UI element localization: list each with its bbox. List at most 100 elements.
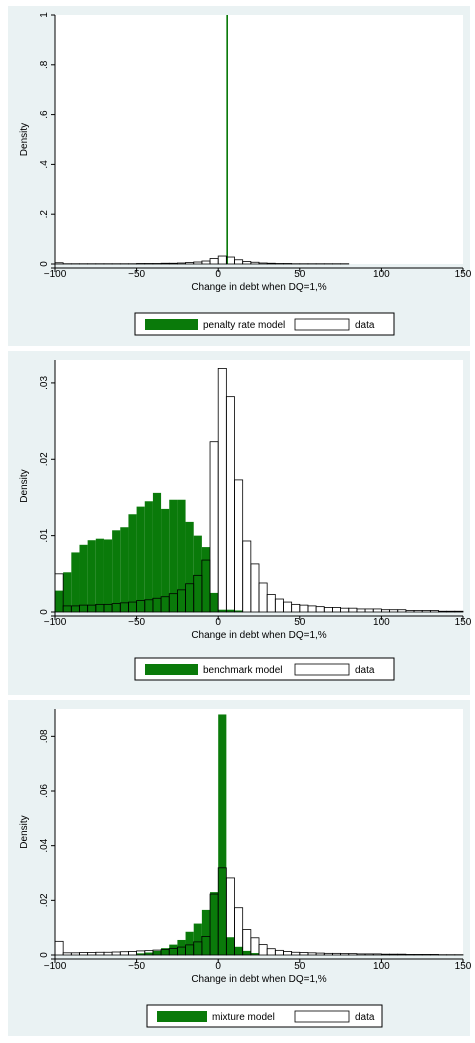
model-bar — [136, 506, 145, 612]
chart-panel-penalty: 0 .2 .4 .6 .8 1 −100 −50 0 50 100 150 Change in debt… — [8, 6, 472, 346]
model-bar — [234, 946, 243, 955]
model-bar — [112, 530, 121, 612]
x-axis-title: Change in debt when DQ=1,% — [191, 974, 326, 985]
legend-swatch-data — [294, 318, 350, 331]
model-bar — [193, 535, 202, 612]
model-bar — [79, 544, 88, 612]
model-bar — [87, 540, 96, 612]
x-tick-label: 150 — [455, 617, 472, 628]
model-bar — [103, 539, 113, 612]
y-tick-label: .06 — [39, 784, 50, 798]
x-tick-label: −50 — [128, 961, 145, 972]
model-bar — [177, 939, 186, 955]
y-axis-title: Density — [19, 123, 30, 156]
legend-swatch-data — [294, 663, 350, 676]
model-bar — [144, 952, 153, 955]
x-axis-title: Change in debt when DQ=1,% — [191, 630, 326, 641]
model-bar — [234, 610, 243, 612]
data-bar — [168, 262, 178, 265]
model-bar — [185, 931, 194, 955]
x-tick-label: 0 — [215, 617, 221, 628]
data-bar — [405, 954, 415, 956]
model-bar — [218, 609, 227, 612]
data-bar — [454, 610, 464, 613]
model-bar — [210, 592, 219, 612]
x-tick-label: 50 — [294, 269, 306, 280]
x-tick-label: 50 — [294, 617, 306, 628]
model-bar — [55, 590, 64, 612]
data-bar — [413, 954, 423, 956]
legend-label-data: data — [355, 665, 375, 676]
data-bar — [266, 262, 276, 265]
chart-panel-mixture: 0 .02 .04 .06 .08 −100 −50 0 50 100 150 Change in d… — [8, 700, 472, 1036]
model-bar — [169, 944, 178, 955]
x-tick-label: 0 — [215, 269, 221, 280]
legend-label-model: penalty rate model — [203, 320, 285, 331]
model-bar — [201, 547, 211, 612]
model-bar — [226, 15, 228, 264]
x-tick-label: 150 — [455, 961, 472, 972]
x-tick-label: −100 — [44, 269, 67, 280]
model-bar — [152, 492, 162, 612]
model-bar — [128, 514, 137, 612]
y-tick-label: 0 — [39, 952, 50, 958]
model-bar — [242, 950, 251, 955]
model-bar — [136, 953, 145, 955]
plot-area — [55, 15, 463, 264]
data-bar — [446, 610, 456, 613]
model-bar — [161, 508, 170, 612]
x-tick-label: 0 — [215, 961, 221, 972]
model-bar — [193, 923, 202, 955]
legend-label-data: data — [355, 320, 375, 331]
legend-swatch-model — [145, 319, 198, 330]
x-axis-title: Change in debt when DQ=1,% — [191, 282, 326, 293]
chart-svg-penalty: 0 .2 .4 .6 .8 1 −100 −50 0 50 100 150 Change in debt… — [19, 12, 472, 336]
x-tick-label: 100 — [373, 269, 390, 280]
x-tick-label: −100 — [44, 961, 67, 972]
x-tick-label: 100 — [373, 617, 390, 628]
y-tick-label: .01 — [39, 528, 50, 542]
model-bar — [71, 552, 80, 612]
legend-label-data: data — [355, 1012, 375, 1023]
x-tick-label: 150 — [455, 269, 472, 280]
model-bar — [95, 538, 104, 612]
model-bar — [226, 937, 235, 955]
data-bar — [160, 262, 170, 265]
data-bar — [429, 954, 439, 956]
y-tick-label: .8 — [39, 60, 50, 69]
y-tick-label: .08 — [39, 729, 50, 743]
legend-label-model: benchmark model — [203, 665, 282, 676]
model-bar — [120, 527, 129, 612]
y-tick-label: .03 — [39, 376, 50, 390]
model-bar — [226, 609, 235, 612]
model-bar — [218, 714, 227, 955]
model-bar — [152, 950, 162, 955]
model-bar — [210, 892, 219, 955]
y-tick-label: 0 — [39, 261, 50, 267]
y-axis-title: Density — [19, 469, 30, 502]
model-bar — [63, 572, 72, 612]
y-tick-label: .02 — [39, 452, 50, 466]
model-bar — [144, 501, 153, 612]
x-tick-label: −50 — [128, 617, 145, 628]
y-tick-label: 0 — [39, 609, 50, 615]
x-tick-label: −50 — [128, 269, 145, 280]
chart-svg-benchmark: 0 .01 .02 .03 −100 −50 0 50 100 150 Change in debt… — [19, 360, 472, 681]
y-tick-label: .04 — [39, 838, 50, 852]
model-bar — [161, 948, 170, 955]
legend-swatch-model — [157, 1011, 207, 1022]
y-tick-label: .4 — [39, 160, 50, 169]
legend-swatch-model — [145, 664, 198, 675]
legend-swatch-data — [294, 1010, 350, 1023]
model-bar — [185, 521, 194, 612]
data-bar — [438, 610, 448, 613]
chart-panel-benchmark: 0 .01 .02 .03 −100 −50 0 50 100 150 Change in debt… — [8, 351, 472, 695]
y-tick-label: 1 — [39, 12, 50, 18]
data-bar — [421, 954, 431, 956]
chart-svg-mixture: 0 .02 .04 .06 .08 −100 −50 0 50 100 150 Change in d… — [19, 709, 472, 1028]
model-bar — [250, 953, 259, 955]
y-tick-label: .02 — [39, 893, 50, 907]
x-tick-label: −100 — [44, 617, 67, 628]
model-bar — [177, 499, 186, 612]
model-bar — [169, 499, 178, 612]
